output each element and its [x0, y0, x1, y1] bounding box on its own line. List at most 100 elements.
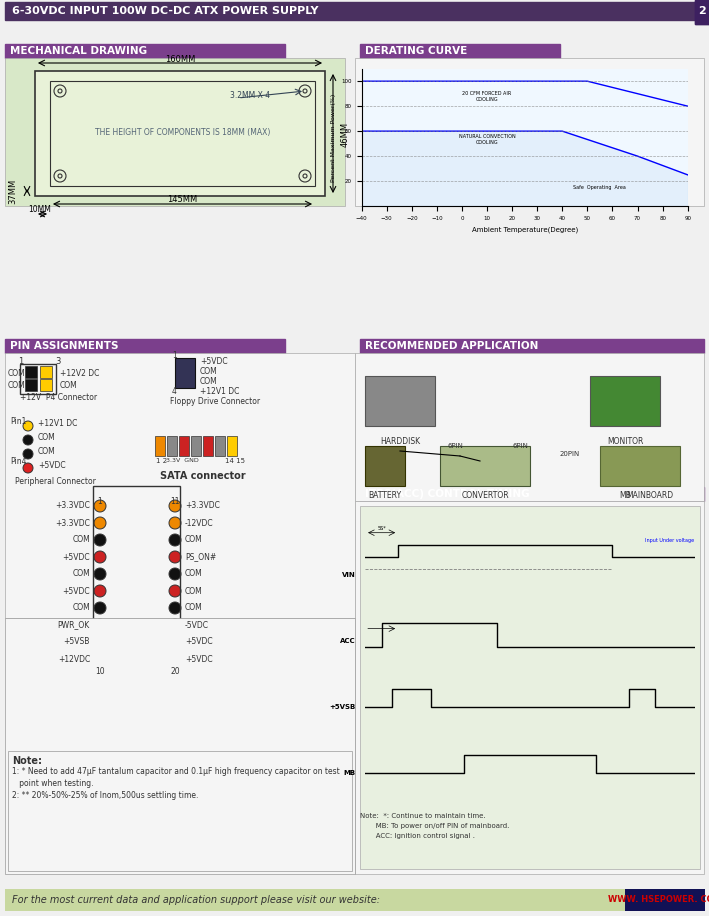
Text: 2: 2	[698, 6, 706, 16]
Bar	[20, 364, 56, 394]
Text: Floppy Drive Connector: Floppy Drive Connector	[170, 397, 260, 406]
Text: 3.2MM X 4: 3.2MM X 4	[230, 92, 270, 101]
Text: Input Under voltage: Input Under voltage	[645, 538, 695, 542]
Text: WWW. HSEPOWER. COM: WWW. HSEPOWER. COM	[608, 896, 709, 904]
Text: 1: 1	[18, 356, 23, 365]
Circle shape	[94, 500, 106, 512]
Bar	[40, 379, 52, 391]
Text: +3.3VDC: +3.3VDC	[55, 518, 90, 528]
Text: COM: COM	[185, 536, 203, 544]
Bar	[8, 751, 352, 871]
Circle shape	[23, 449, 33, 459]
Text: +5VDC: +5VDC	[185, 638, 213, 647]
Bar	[179, 436, 189, 456]
Bar	[215, 436, 225, 456]
Text: COM: COM	[185, 604, 203, 613]
Bar	[5, 353, 355, 618]
Circle shape	[169, 500, 181, 512]
Text: +12V2 DC: +12V2 DC	[60, 369, 99, 378]
Bar	[175, 358, 195, 388]
Circle shape	[23, 421, 33, 431]
Text: BATTERY: BATTERY	[369, 492, 401, 500]
Text: MONITOR: MONITOR	[607, 437, 643, 445]
Text: 46MM: 46MM	[340, 122, 350, 147]
Text: MB: MB	[343, 769, 355, 776]
Text: 6-30VDC INPUT 100W DC-DC ATX POWER SUPPLY: 6-30VDC INPUT 100W DC-DC ATX POWER SUPPL…	[12, 6, 318, 16]
Text: Peripheral Connector: Peripheral Connector	[15, 476, 96, 485]
Text: Pin1: Pin1	[10, 417, 26, 426]
Text: ACC: ACC	[340, 638, 355, 644]
Bar	[5, 44, 285, 58]
Text: +3.3VDC: +3.3VDC	[55, 501, 90, 510]
Bar	[5, 618, 355, 874]
Text: COM: COM	[72, 604, 90, 613]
Text: 3.3V  GND: 3.3V GND	[160, 459, 199, 463]
Bar	[360, 339, 704, 353]
Circle shape	[94, 568, 106, 580]
Bar	[355, 58, 704, 206]
Text: Note:  *: Continue to maintain time.: Note: *: Continue to maintain time.	[360, 813, 486, 819]
Circle shape	[169, 551, 181, 563]
Text: MB: To power on/off PIN of mainboard.: MB: To power on/off PIN of mainboard.	[360, 823, 509, 829]
Circle shape	[169, 602, 181, 614]
Text: COM: COM	[8, 369, 26, 378]
Text: 145MM: 145MM	[167, 195, 197, 204]
Bar	[360, 44, 560, 58]
Circle shape	[169, 585, 181, 597]
Text: Pin4: Pin4	[10, 456, 26, 465]
Text: MB: MB	[619, 492, 631, 500]
Text: ACC: Ignition control signal .: ACC: Ignition control signal .	[360, 833, 475, 839]
Text: 6PIN: 6PIN	[447, 443, 463, 449]
Text: PWR_OK: PWR_OK	[57, 620, 90, 629]
Bar	[40, 366, 52, 378]
Text: COM: COM	[200, 376, 218, 386]
Text: point when testing.: point when testing.	[12, 779, 94, 788]
Bar	[365, 446, 405, 486]
Text: 2: ** 20%-50%-25% of Inom,500us settling time.: 2: ** 20%-50%-25% of Inom,500us settling…	[12, 791, 199, 800]
Text: DERATING CURVE: DERATING CURVE	[365, 46, 467, 56]
Bar	[355, 501, 704, 874]
Circle shape	[169, 636, 181, 648]
Text: COM: COM	[8, 381, 26, 390]
Text: +5VDC: +5VDC	[38, 462, 66, 471]
Text: COM: COM	[72, 536, 90, 544]
Text: THE HEIGHT OF COMPONENTS IS 18MM (MAX): THE HEIGHT OF COMPONENTS IS 18MM (MAX)	[95, 128, 271, 137]
Bar	[203, 436, 213, 456]
Circle shape	[94, 602, 106, 614]
Bar	[25, 366, 37, 378]
Circle shape	[169, 619, 181, 631]
Bar	[365, 376, 435, 426]
Text: +5VDC: +5VDC	[185, 655, 213, 663]
Text: NATURAL CONVECTION
COOLING: NATURAL CONVECTION COOLING	[459, 135, 515, 146]
Bar	[50, 81, 315, 186]
Text: MAINBOARD: MAINBOARD	[627, 492, 674, 500]
Text: PS_ON#: PS_ON#	[185, 552, 216, 562]
Text: 11: 11	[170, 496, 180, 506]
Bar	[155, 436, 165, 456]
Text: SATA connector: SATA connector	[160, 471, 245, 481]
Text: MECHANICAL DRAWING: MECHANICAL DRAWING	[10, 46, 147, 56]
Bar	[35, 71, 325, 196]
Text: COM: COM	[185, 586, 203, 595]
Text: PIN ASSIGNMENTS: PIN ASSIGNMENTS	[10, 341, 118, 351]
Circle shape	[94, 585, 106, 597]
Text: 4: 4	[172, 387, 177, 396]
Text: VIN: VIN	[342, 572, 355, 578]
Bar	[695, 0, 709, 24]
Text: 1: 1	[98, 496, 102, 506]
Text: +3.3VDC: +3.3VDC	[185, 501, 220, 510]
Bar	[5, 2, 695, 20]
Text: 1: * Need to add 47μF tantalum capacitor and 0.1μF high frequency capacitor on t: 1: * Need to add 47μF tantalum capacitor…	[12, 767, 340, 776]
Text: COM: COM	[60, 381, 78, 390]
Text: -12VDC: -12VDC	[185, 518, 213, 528]
Text: +12V1 DC: +12V1 DC	[200, 387, 240, 396]
Circle shape	[94, 619, 106, 631]
Text: 14 15: 14 15	[225, 458, 245, 464]
Text: 10: 10	[95, 668, 105, 677]
X-axis label: Ambient Temperature(Degree): Ambient Temperature(Degree)	[471, 226, 578, 233]
Text: CONVERTOR: CONVERTOR	[461, 492, 509, 500]
Text: 20: 20	[170, 668, 180, 677]
Text: 10MM: 10MM	[28, 205, 52, 214]
Text: +12V  P4 Connector: +12V P4 Connector	[20, 394, 97, 402]
Circle shape	[169, 653, 181, 665]
